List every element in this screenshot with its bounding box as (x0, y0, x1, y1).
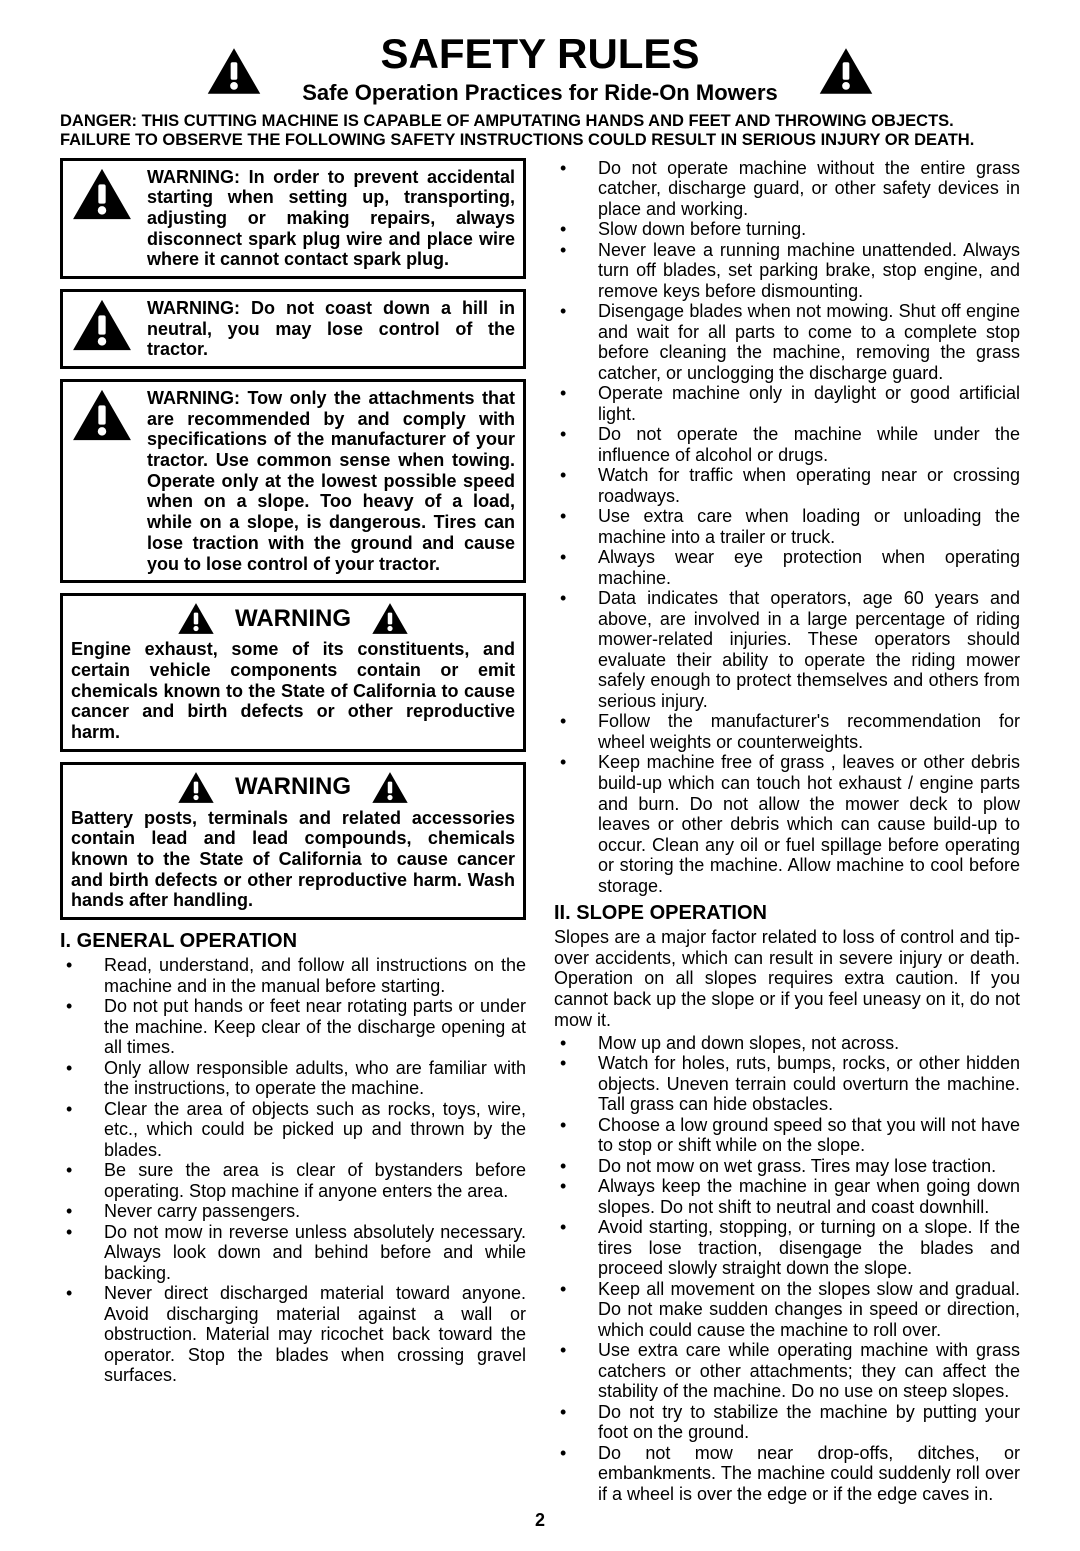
list-item: Only allow responsible adults, who are f… (60, 1058, 526, 1099)
list-item: Follow the manufacturer's recommendation… (554, 711, 1020, 752)
list-item: Do not operate the machine while under t… (554, 424, 1020, 465)
list-item: Mow up and down slopes, not across. (554, 1033, 1020, 1054)
list-item: Use extra care when loading or unloading… (554, 506, 1020, 547)
list-item: Do not mow in reverse unless absolutely … (60, 1222, 526, 1284)
warning-text: Engine exhaust, some of its constituents… (71, 639, 515, 742)
list-item: Disengage blades when not mowing. Shut o… (554, 301, 1020, 383)
page-subtitle: Safe Operation Practices for Ride-On Mow… (302, 80, 778, 105)
list-item: Be sure the area is clear of bystanders … (60, 1160, 526, 1201)
warning-text: WARNING: In order to prevent accidental … (147, 167, 515, 270)
warning-text: Battery posts, terminals and related acc… (71, 808, 515, 911)
warning-triangle-icon (206, 46, 262, 96)
list-item: Always wear eye protection when operatin… (554, 547, 1020, 588)
list-item: Clear the area of objects such as rocks,… (60, 1099, 526, 1161)
list-item: Keep all movement on the slopes slow and… (554, 1279, 1020, 1341)
slope-operation-list: Mow up and down slopes, not across.Watch… (554, 1033, 1020, 1505)
left-column: WARNING: In order to prevent accidental … (60, 158, 526, 1505)
list-item: Watch for traffic when operating near or… (554, 465, 1020, 506)
list-item: Keep machine free of grass , leaves or o… (554, 752, 1020, 896)
list-item: Do not operate machine without the entir… (554, 158, 1020, 220)
content-columns: WARNING: In order to prevent accidental … (60, 158, 1020, 1505)
section-title-slope: II. SLOPE OPERATION (554, 902, 1020, 925)
list-item: Never direct discharged material toward … (60, 1283, 526, 1386)
warning-triangle-icon (371, 602, 409, 635)
danger-statement: DANGER: THIS CUTTING MACHINE IS CAPABLE … (60, 112, 1020, 150)
warning-triangle-icon (371, 771, 409, 804)
warning-text: WARNING: Tow only the attachments that a… (147, 388, 515, 574)
list-item: Choose a low ground speed so that you wi… (554, 1115, 1020, 1156)
warning-triangle-icon (177, 771, 215, 804)
section-title-general: I. GENERAL OPERATION (60, 930, 526, 953)
list-item: Read, understand, and follow all instruc… (60, 955, 526, 996)
page-title: SAFETY RULES (381, 30, 700, 78)
list-item: Watch for holes, ruts, bumps, rocks, or … (554, 1053, 1020, 1115)
list-item: Data indicates that operators, age 60 ye… (554, 588, 1020, 711)
warning-box-exhaust: WARNING Engine exhaust, some of its cons… (60, 593, 526, 751)
warning-triangle-icon (71, 167, 133, 221)
warning-box-coast: WARNING: Do not coast down a hill in neu… (60, 289, 526, 369)
list-item: Always keep the machine in gear when goi… (554, 1176, 1020, 1217)
list-item: Use extra care while operating machine w… (554, 1340, 1020, 1402)
warning-box-battery: WARNING Battery posts, terminals and rel… (60, 762, 526, 920)
warning-text: WARNING: Do not coast down a hill in neu… (147, 298, 515, 360)
general-operation-list: Read, understand, and follow all instruc… (60, 955, 526, 1386)
warning-box-title-row: WARNING (71, 602, 515, 635)
warning-label: WARNING (235, 773, 351, 801)
list-item: Do not put hands or feet near rotating p… (60, 996, 526, 1058)
warning-label: WARNING (235, 605, 351, 633)
general-operation-list-cont: Do not operate machine without the entir… (554, 158, 1020, 897)
warning-box-spark-plug: WARNING: In order to prevent accidental … (60, 158, 526, 279)
warning-triangle-icon (71, 388, 133, 442)
warning-box-tow: WARNING: Tow only the attachments that a… (60, 379, 526, 583)
warning-triangle-icon (818, 46, 874, 96)
list-item: Avoid starting, stopping, or turning on … (554, 1217, 1020, 1279)
page-number: 2 (60, 1510, 1020, 1531)
list-item: Operate machine only in daylight or good… (554, 383, 1020, 424)
list-item: Do not mow near drop-offs, ditches, or e… (554, 1443, 1020, 1505)
list-item: Never leave a running machine unattended… (554, 240, 1020, 302)
right-column: Do not operate machine without the entir… (554, 158, 1020, 1505)
list-item: Never carry passengers. (60, 1201, 526, 1222)
list-item: Do not mow on wet grass. Tires may lose … (554, 1156, 1020, 1177)
warning-triangle-icon (71, 298, 133, 352)
warning-box-title-row: WARNING (71, 771, 515, 804)
header-row: SAFETY RULES Safe Operation Practices fo… (60, 30, 1020, 112)
list-item: Slow down before turning. (554, 219, 1020, 240)
slope-intro: Slopes are a major factor related to los… (554, 927, 1020, 1030)
warning-triangle-icon (177, 602, 215, 635)
list-item: Do not try to stabilize the machine by p… (554, 1402, 1020, 1443)
